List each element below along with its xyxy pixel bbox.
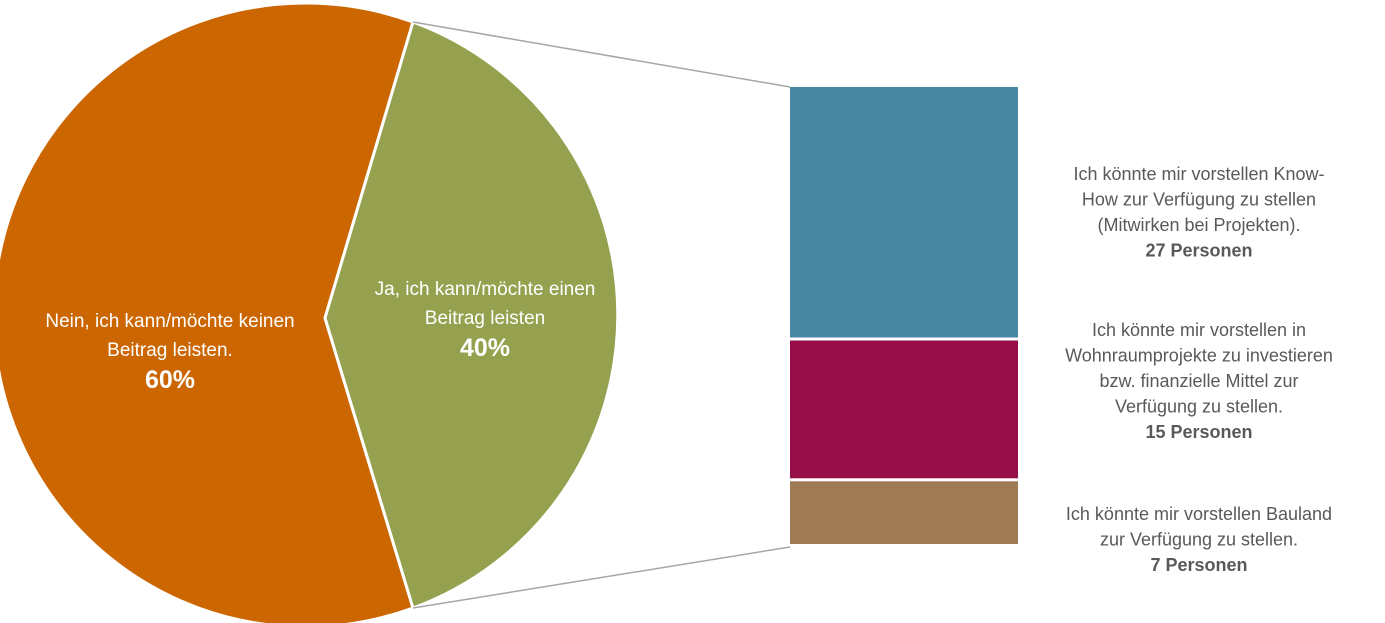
connector-line-top bbox=[412, 21, 791, 88]
pie-slice-no bbox=[0, 1, 415, 623]
pie-slice-yes bbox=[323, 20, 620, 610]
breakdown-bar-segment-2 bbox=[790, 340, 1018, 479]
pie-label-no: Nein, ich kann/möchte keinen Beitrag leis… bbox=[45, 311, 294, 394]
breakdown-bar-segment-1 bbox=[790, 87, 1018, 338]
breakdown-bar-segment-3 bbox=[790, 481, 1018, 544]
breakdown-label-2: Ich könnte mir vorstellen in Wohnraumproj… bbox=[1065, 320, 1333, 442]
breakdown-label-1: Ich könnte mir vorstellen Know-How zur V… bbox=[1073, 164, 1324, 261]
connector-line-bottom bbox=[412, 546, 791, 609]
pie-label-yes: Ja, ich kann/möchte einen Beitrag leisten… bbox=[375, 279, 596, 362]
breakdown-label-3: Ich könnte mir vorstellen Bauland zur Ver… bbox=[1066, 504, 1332, 575]
